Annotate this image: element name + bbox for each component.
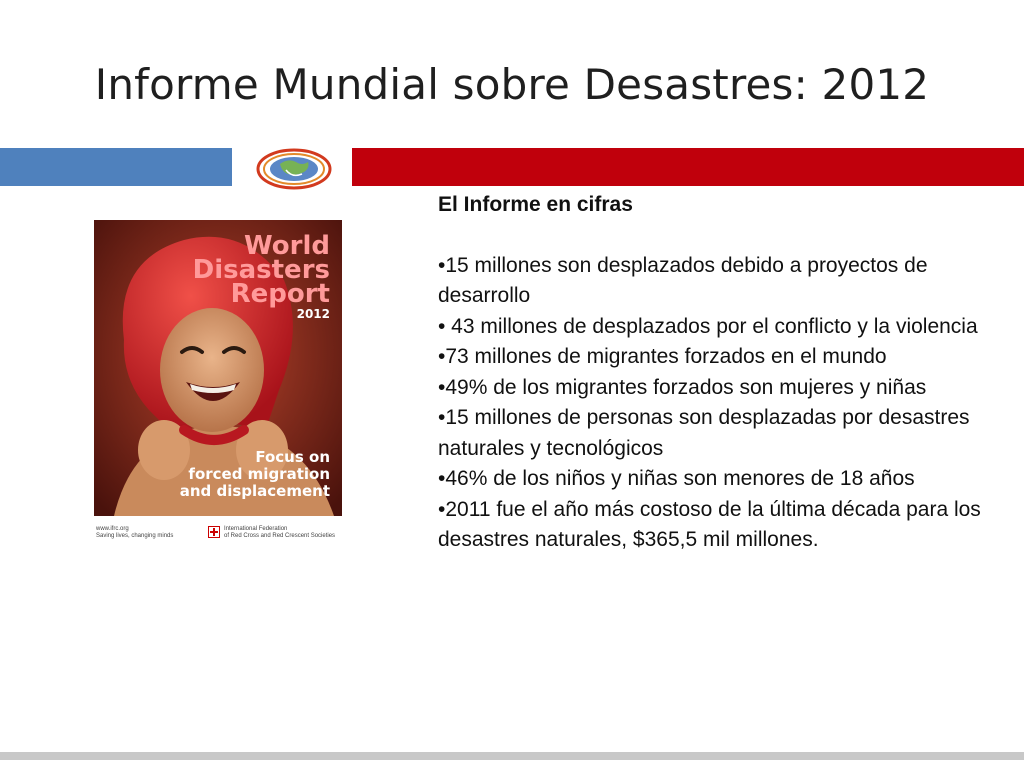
cover-footer-left: www.ifrc.org Saving lives, changing mind… bbox=[96, 526, 173, 540]
cover-title-line3: Report bbox=[231, 279, 330, 309]
cover-footer-strip: www.ifrc.org Saving lives, changing mind… bbox=[94, 522, 342, 546]
fact-item: •46% de los niños y niñas son menores de… bbox=[438, 467, 915, 490]
facts-list: •15 millones son desplazados debido a pr… bbox=[438, 251, 998, 556]
fact-item: •2011 fue el año más costoso de la últim… bbox=[438, 497, 981, 552]
cover-footer-url: www.ifrc.org bbox=[96, 526, 129, 532]
slide-title: Informe Mundial sobre Desastres: 2012 bbox=[94, 60, 930, 109]
header-band-red bbox=[352, 148, 1024, 186]
footer-bar bbox=[0, 752, 1024, 760]
cover-year: 2012 bbox=[297, 307, 330, 321]
fact-item: •73 millones de migrantes forzados en el… bbox=[438, 345, 887, 368]
facts-heading: El Informe en cifras bbox=[438, 193, 633, 216]
cover-subtitle-line2: forced migration bbox=[188, 465, 330, 483]
fact-item: •15 millones son desplazados debido a pr… bbox=[438, 253, 928, 308]
cover-title-line2: Disasters bbox=[193, 255, 330, 285]
cover-footer-org-line1: International Federation bbox=[224, 526, 288, 532]
report-cover-image: World Disasters Report 2012 Focus on for… bbox=[94, 220, 342, 516]
cover-footer-right: International Federation of Red Cross an… bbox=[208, 526, 335, 540]
fact-item: •49% de los migrantes forzados son mujer… bbox=[438, 375, 927, 399]
red-cross-icon bbox=[208, 526, 220, 538]
globe-logo-icon bbox=[256, 148, 332, 190]
cover-footer-org-line2: of Red Cross and Red Crescent Societies bbox=[224, 533, 336, 539]
facts-panel: El Informe en cifras •15 millones son de… bbox=[438, 190, 998, 556]
organization-logo bbox=[256, 148, 332, 190]
cover-title-line1: World bbox=[244, 231, 330, 261]
cover-subtitle-line1: Focus on bbox=[255, 448, 330, 466]
header-band-blue bbox=[0, 148, 232, 186]
fact-item: • 43 millones de desplazados por el conf… bbox=[438, 314, 978, 338]
cover-subtitle-line3: and displacement bbox=[180, 482, 330, 500]
cover-footer-tagline: Saving lives, changing minds bbox=[96, 533, 174, 539]
fact-item: •15 millones de personas son desplazadas… bbox=[438, 406, 970, 460]
